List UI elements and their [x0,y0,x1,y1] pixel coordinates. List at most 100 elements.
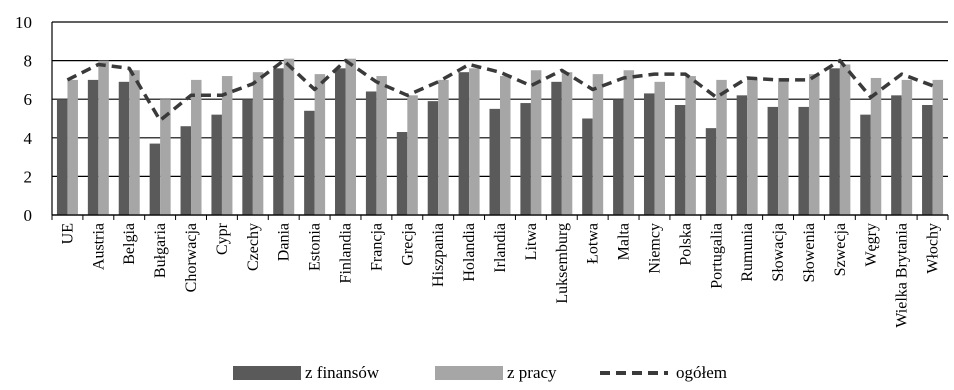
bar-praca-3 [160,99,171,215]
bar-finanse-17 [582,118,593,215]
bar-finanse-11 [396,132,408,215]
bar-praca-21 [716,79,727,216]
bar-finanse-2 [118,81,130,215]
x-tick-2: Belgia [121,223,138,265]
x-tick-21: Portugalia [708,223,725,289]
y-tick-8: 8 [24,52,33,71]
legend-label-praca: z pracy [507,363,557,382]
bar-finanse-4 [180,126,192,215]
bar-finanse-1 [87,79,99,216]
x-tick-3: Bułgaria [152,223,169,278]
bar-praca-20 [685,76,696,215]
total-line [66,58,934,123]
x-tick-15: Litwa [523,223,540,260]
bar-finanse-12 [427,101,439,215]
bar-finanse-19 [643,93,655,215]
bar-praca-6 [252,72,264,216]
x-tick-1: Austria [90,223,107,270]
bar-finanse-27 [891,95,902,215]
bar-praca-8 [314,74,326,215]
bars [56,58,944,216]
bar-praca-18 [623,70,635,215]
bar-finanse-14 [489,108,500,215]
legend-swatch-finanse [233,366,301,380]
bar-finanse-22 [736,95,748,215]
bar-praca-16 [561,72,573,216]
bar-finanse-13 [458,72,470,216]
bar-praca-9 [345,58,357,215]
bar-finanse-6 [242,99,253,215]
bar-finanse-18 [613,99,624,215]
x-tick-5: Cypr [214,222,231,255]
legend-swatch-praca [435,366,503,380]
bar-praca-27 [901,79,913,216]
y-tick-4: 4 [24,129,33,148]
bar-finanse-28 [922,104,933,215]
bar-finanse-7 [273,68,284,215]
x-tick-11: Grecja [399,223,416,266]
bar-praca-0 [67,79,78,216]
legend: z finansów z pracy ogółem [233,363,727,382]
legend-label-finanse: z finansów [305,363,380,382]
bar-praca-23 [778,77,789,215]
bar-praca-11 [407,95,418,215]
bar-praca-28 [932,79,944,216]
x-tick-7: Dania [276,223,293,261]
bar-praca-19 [654,81,665,215]
x-tick-17: Łotwa [585,223,602,264]
bar-finanse-20 [674,104,686,215]
x-tick-6: Czechy [245,223,262,271]
x-tick-8: Estonia [307,223,324,271]
x-tick-19: Niemcy [646,223,663,274]
bar-praca-15 [530,70,542,215]
x-tick-25: Szwecja [832,223,849,276]
x-tick-20: Polska [677,223,694,266]
bar-praca-25 [839,64,851,216]
x-tick-9: Finlandia [338,223,355,283]
bar-finanse-15 [520,103,531,215]
bar-praca-22 [747,77,758,215]
y-tick-10: 10 [15,13,32,32]
x-tick-0: UE [59,223,76,244]
bar-praca-5 [221,76,233,215]
bar-finanse-0 [56,99,68,215]
x-tick-23: Słowacja [770,223,787,282]
bar-praca-1 [98,60,109,215]
bar-finanse-16 [551,81,562,215]
bar-finanse-23 [767,106,779,215]
x-tick-13: Holandia [461,223,478,282]
bar-praca-26 [870,77,882,215]
bar-praca-24 [808,74,820,215]
bar-finanse-8 [304,110,315,215]
bar-praca-14 [500,76,511,215]
bar-finanse-3 [149,143,161,215]
bar-finanse-25 [829,68,840,215]
x-tick-18: Malta [616,223,633,260]
y-tick-6: 6 [24,90,33,109]
x-tick-27: Wielka Brytania [894,223,911,328]
legend-label-ogolem: ogółem [676,363,727,382]
bar-finanse-9 [335,68,346,215]
bar-praca-12 [438,79,449,216]
bar-praca-13 [469,68,480,215]
bar-finanse-24 [798,106,809,215]
bar-praca-17 [592,74,604,215]
bar-praca-4 [191,79,202,216]
axes [51,22,949,220]
bar-finanse-21 [705,128,717,215]
x-tick-24: Słowenia [801,223,818,283]
bar-praca-7 [283,58,295,215]
x-tick-22: Rumunia [739,223,756,282]
x-tick-4: Chorwacja [183,223,200,292]
y-tick-0: 0 [24,206,33,225]
x-tick-labels: UE Austria Belgia Bułgaria Chorwacja Cypr Czec… [59,222,941,327]
y-tick-2: 2 [24,167,33,186]
x-tick-14: Irlandia [492,223,509,273]
bar-finanse-5 [211,114,222,215]
x-tick-26: Węgry [863,223,880,267]
bar-finanse-10 [365,91,377,215]
x-tick-10: Francja [368,223,385,271]
x-tick-16: Luksemburg [554,223,571,304]
y-tick-labels: 0 2 4 6 8 10 [15,13,33,225]
